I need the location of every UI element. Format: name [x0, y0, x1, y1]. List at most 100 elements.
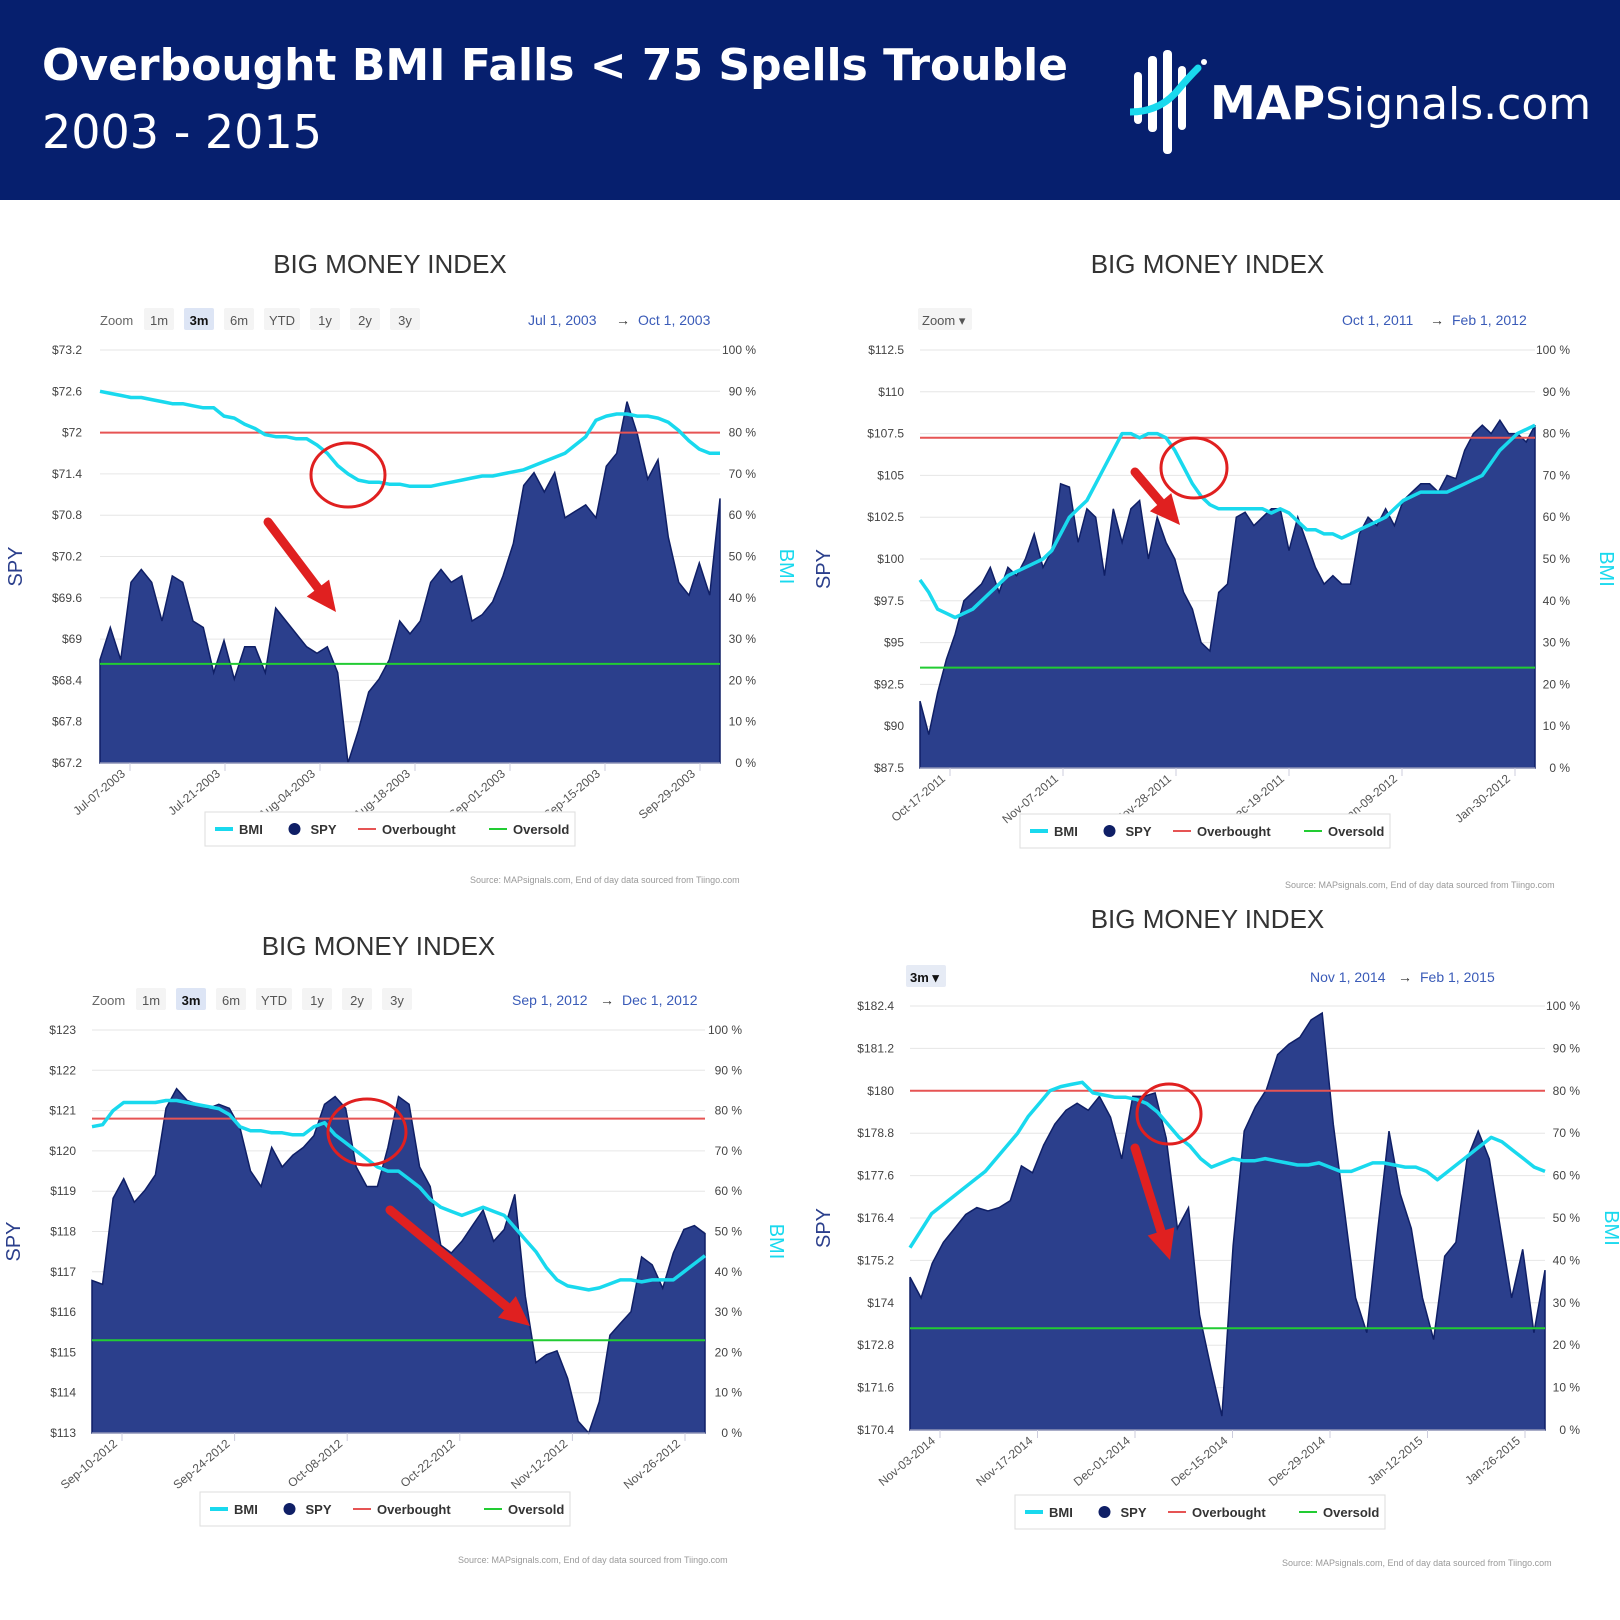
- bmi-tick-label: 100 %: [722, 343, 756, 357]
- legend-item-spy: SPY: [306, 1502, 332, 1517]
- x-tick-label: Oct-08-2012: [285, 1436, 345, 1490]
- legend-box: [1014, 1494, 1386, 1530]
- bmi-tick-label: 10 %: [715, 1386, 743, 1400]
- bmi-tick-label: 60 %: [1553, 1169, 1581, 1183]
- y-tick-label: $177.6: [857, 1169, 894, 1183]
- legend-box: [1019, 813, 1391, 849]
- y-tick-label: $112.5: [868, 343, 904, 357]
- logo-text-light: Signals.com: [1325, 79, 1592, 130]
- zoom-dropdown: Zoom ▾: [922, 313, 966, 328]
- zoom-button-3m: 3m: [190, 313, 209, 328]
- zoom-button-6m: 6m: [230, 313, 248, 328]
- legend-item-oversold: Oversold: [508, 1502, 564, 1517]
- x-tick-label: Oct-17-2011: [889, 771, 949, 824]
- y-tick-label: $113: [50, 1426, 76, 1440]
- chart-svg: BIG MONEY INDEX Zoom 1m 3m 6m YTD 1y 2y 3y Sep 1,…: [3, 931, 787, 1565]
- bmi-tick-label: 20 %: [1553, 1338, 1581, 1352]
- bmi-tick-label: 80 %: [1543, 427, 1571, 441]
- y-tick-label: $68.4: [52, 673, 82, 687]
- bmi-tick-label: 50 %: [1553, 1211, 1581, 1225]
- zoom-button-ytd: YTD: [261, 993, 287, 1008]
- y-tick-label: $114: [50, 1386, 76, 1400]
- x-tick-label: Nov-12-2012: [508, 1436, 570, 1492]
- bmi-axis-label: BMI: [1600, 1210, 1620, 1246]
- range-from: Sep 1, 2012: [512, 992, 588, 1008]
- zoom-button-bg: [216, 988, 246, 1010]
- y-tick-label: $69.6: [52, 591, 82, 605]
- y-tick-label: $171.6: [857, 1381, 894, 1395]
- header-banner: Overbought BMI Falls < 75 Spells Trouble…: [0, 0, 1620, 200]
- zoom-button-2y: 2y: [350, 993, 364, 1008]
- legend-item-bmi: BMI: [239, 822, 263, 837]
- x-tick-label: Jul-21-2003: [165, 766, 223, 818]
- bmi-tick-label: 70 %: [729, 467, 757, 481]
- y-axis-label: SPY: [5, 546, 27, 586]
- x-tick-label: Jul-07-2003: [70, 766, 128, 818]
- y-tick-label: $70.2: [52, 550, 82, 564]
- page-subtitle: 2003 - 2015: [42, 105, 322, 159]
- bmi-tick-label: 100 %: [1546, 999, 1580, 1013]
- spy-area: [99, 401, 721, 764]
- bmi-tick-label: 50 %: [1543, 552, 1571, 566]
- zoom-button-bg: [136, 988, 166, 1010]
- bmi-tick-label: 10 %: [1543, 719, 1571, 733]
- zoom-button-bg: [176, 988, 206, 1010]
- annotation-arrow-shaft: [1130, 467, 1166, 507]
- y-tick-label: $105: [877, 468, 904, 482]
- chart-title: BIG MONEY INDEX: [262, 931, 496, 961]
- y-axis-label: SPY: [813, 1208, 835, 1248]
- y-tick-label: $115: [50, 1345, 76, 1359]
- chart-panel-2014: BIG MONEY INDEX 3m ▾ Nov 1, 2014 → Feb 1, 20…: [810, 904, 1620, 1610]
- spy-area: [91, 1087, 706, 1435]
- source-note: Source: MAPsignals.com, End of day data …: [1285, 880, 1555, 890]
- legend-item-oversold: Oversold: [1328, 824, 1384, 839]
- legend-item-spy: SPY: [311, 822, 337, 837]
- zoom-button-bg: [264, 308, 300, 330]
- y-tick-label: $175.2: [857, 1253, 894, 1267]
- annotation-arrow-head: [497, 1296, 530, 1326]
- legend-item-spy: SPY: [1126, 824, 1152, 839]
- y-tick-label: $181.2: [857, 1041, 894, 1055]
- zoom-button-bg: [906, 965, 946, 987]
- legend-box: [204, 811, 576, 847]
- mapsignals-logo-icon: [1126, 50, 1207, 154]
- chart-svg: BIG MONEY INDEX Zoom 1m 3m 6m YTD 1y 2y 3y Jul 1,…: [5, 249, 797, 885]
- y-tick-label: $90: [884, 719, 904, 733]
- bmi-tick-label: 60 %: [715, 1184, 743, 1198]
- y-tick-label: $102.5: [867, 510, 904, 524]
- y-tick-label: $67.2: [52, 756, 82, 770]
- zoom-button-bg: [310, 308, 340, 330]
- bmi-line: [91, 1098, 707, 1292]
- bmi-tick-label: 90 %: [1543, 385, 1571, 399]
- bmi-tick-label: 90 %: [715, 1063, 743, 1077]
- legend-swatch-spy: [1098, 1506, 1111, 1518]
- annotation-arrow-shaft: [385, 1205, 512, 1312]
- zoom-button-bg: [256, 988, 292, 1010]
- x-tick-label: Dec-01-2014: [1071, 1433, 1133, 1489]
- zoom-button-bg: [342, 988, 372, 1010]
- source-note: Source: MAPsignals.com, End of day data …: [1282, 1558, 1552, 1568]
- source-note: Source: MAPsignals.com, End of day data …: [470, 875, 740, 885]
- bmi-axis-label: BMI: [1595, 551, 1617, 587]
- bmi-axis-label: BMI: [775, 549, 797, 585]
- x-tick-label: Nov-26-2012: [621, 1436, 683, 1492]
- logo-text-bold: MAP: [1210, 76, 1326, 130]
- bmi-tick-label: 60 %: [1543, 510, 1571, 524]
- legend-swatch-spy: [283, 1503, 296, 1515]
- legend-item-oversold: Oversold: [1323, 1505, 1379, 1520]
- range-from: Oct 1, 2011: [1342, 312, 1414, 328]
- chart-title: BIG MONEY INDEX: [1091, 249, 1325, 279]
- legend-swatch-spy: [288, 823, 301, 835]
- range-to: Oct 1, 2003: [638, 312, 711, 328]
- y-tick-label: $92.5: [874, 677, 904, 691]
- chart-title: BIG MONEY INDEX: [1091, 904, 1325, 934]
- y-tick-label: $176.4: [857, 1211, 894, 1225]
- y-tick-label: $95: [884, 636, 904, 650]
- y-tick-label: $100: [877, 552, 904, 566]
- bmi-tick-label: 40 %: [729, 591, 757, 605]
- legend-item-oversold: Oversold: [513, 822, 569, 837]
- zoom-dropdown-bg: [918, 308, 972, 330]
- y-tick-label: $180: [867, 1084, 894, 1098]
- range-arrow: →: [1430, 312, 1444, 328]
- legend-item-bmi: BMI: [234, 1502, 258, 1517]
